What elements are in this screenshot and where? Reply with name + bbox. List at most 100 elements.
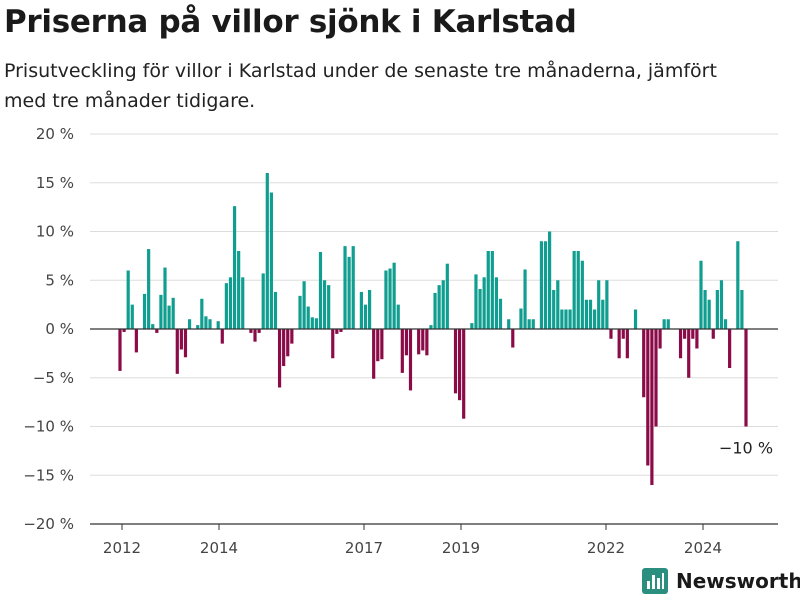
- bar: [425, 329, 429, 356]
- bar: [400, 329, 404, 373]
- bar: [621, 329, 625, 339]
- bar: [417, 329, 421, 355]
- bar: [695, 329, 699, 349]
- bar: [363, 304, 368, 330]
- newsworthy-logo: Newsworthy: [642, 568, 800, 594]
- bar: [740, 290, 744, 329]
- y-axis-labels: 20 % 15 % 10 % 5 % 0 % −5 % −10 % −15 % −20 %: [23, 125, 74, 533]
- brand-name: Newsworthy: [676, 569, 800, 593]
- bar: [601, 299, 605, 329]
- bar: [568, 309, 572, 329]
- bar: [343, 246, 347, 330]
- chart-subtitle: Prisutveckling för villor i Karlstad und…: [4, 60, 717, 112]
- bar: [310, 317, 314, 329]
- x-axis-ticks: 2012 2014 2017 2019 2022 2024: [103, 524, 722, 557]
- bar: [159, 294, 163, 330]
- x-tick-label: 2014: [200, 539, 238, 557]
- bar: [249, 329, 253, 333]
- bar: [376, 329, 380, 362]
- bar: [429, 325, 433, 329]
- bar: [486, 251, 490, 329]
- bar: [711, 329, 715, 339]
- bar: [498, 298, 503, 329]
- y-tick-label: 5 %: [45, 271, 74, 289]
- bar: [445, 263, 449, 329]
- bar: [593, 309, 597, 329]
- last-value-annotation: −10 %: [719, 439, 773, 458]
- x-tick-label: 2012: [103, 539, 141, 557]
- bar: [564, 309, 568, 329]
- bar: [347, 256, 351, 329]
- bar: [204, 316, 208, 329]
- bar: [257, 329, 261, 333]
- bar: [548, 231, 552, 329]
- bar: [179, 329, 183, 350]
- bar: [335, 329, 339, 334]
- bar: [277, 329, 282, 388]
- bar: [269, 192, 273, 329]
- bar: [433, 292, 437, 329]
- bar: [646, 329, 650, 466]
- x-tick-label: 2024: [684, 539, 722, 557]
- bar: [298, 295, 302, 329]
- bar: [678, 329, 683, 359]
- x-tick-label: 2017: [345, 539, 383, 557]
- y-tick-label: −5 %: [33, 369, 74, 387]
- bar: [687, 329, 691, 378]
- bar: [617, 329, 621, 359]
- bar: [478, 289, 482, 329]
- bar: [118, 329, 122, 371]
- bar: [453, 329, 458, 394]
- bar: [367, 290, 372, 329]
- bar: [633, 309, 638, 329]
- bar: [372, 329, 376, 379]
- x-tick-label: 2022: [587, 539, 625, 557]
- bar: [147, 249, 151, 329]
- bar: [237, 251, 241, 329]
- bar: [666, 319, 670, 329]
- bar: [597, 280, 601, 329]
- bar: [224, 283, 228, 329]
- bar: [261, 273, 265, 329]
- x-tick-label: 2019: [442, 539, 480, 557]
- bar: [171, 297, 175, 329]
- bar: [588, 299, 593, 329]
- bar: [650, 329, 654, 485]
- bar: [490, 251, 494, 329]
- bar: [519, 308, 523, 329]
- bar: [707, 299, 711, 329]
- bar: [196, 325, 200, 329]
- y-tick-label: −20 %: [23, 515, 74, 533]
- bar: [142, 293, 147, 329]
- bar: [728, 329, 732, 368]
- bar: [134, 329, 138, 353]
- y-tick-label: 20 %: [36, 125, 74, 143]
- bar: [314, 318, 318, 329]
- bar: [584, 299, 589, 329]
- bar: [392, 262, 396, 329]
- bars: [118, 173, 748, 485]
- bar: [474, 274, 478, 329]
- bar: [380, 329, 384, 360]
- y-tick-label: −10 %: [23, 418, 74, 436]
- bar: [605, 280, 609, 329]
- bar: [691, 329, 695, 339]
- bar: [494, 277, 499, 329]
- y-tick-label: 0 %: [45, 320, 74, 338]
- bar: [699, 260, 703, 329]
- bar: [580, 260, 584, 329]
- bar: [167, 305, 171, 329]
- bar: [683, 329, 687, 339]
- bar: [421, 329, 425, 351]
- bar: [470, 323, 474, 329]
- bar: [511, 329, 515, 348]
- bar: [351, 246, 355, 330]
- bar: [609, 329, 613, 339]
- bar: [527, 319, 531, 329]
- bar: [282, 329, 286, 367]
- bar: [200, 298, 204, 329]
- bar: [723, 319, 728, 329]
- bar: [126, 270, 130, 329]
- bar: [715, 290, 719, 329]
